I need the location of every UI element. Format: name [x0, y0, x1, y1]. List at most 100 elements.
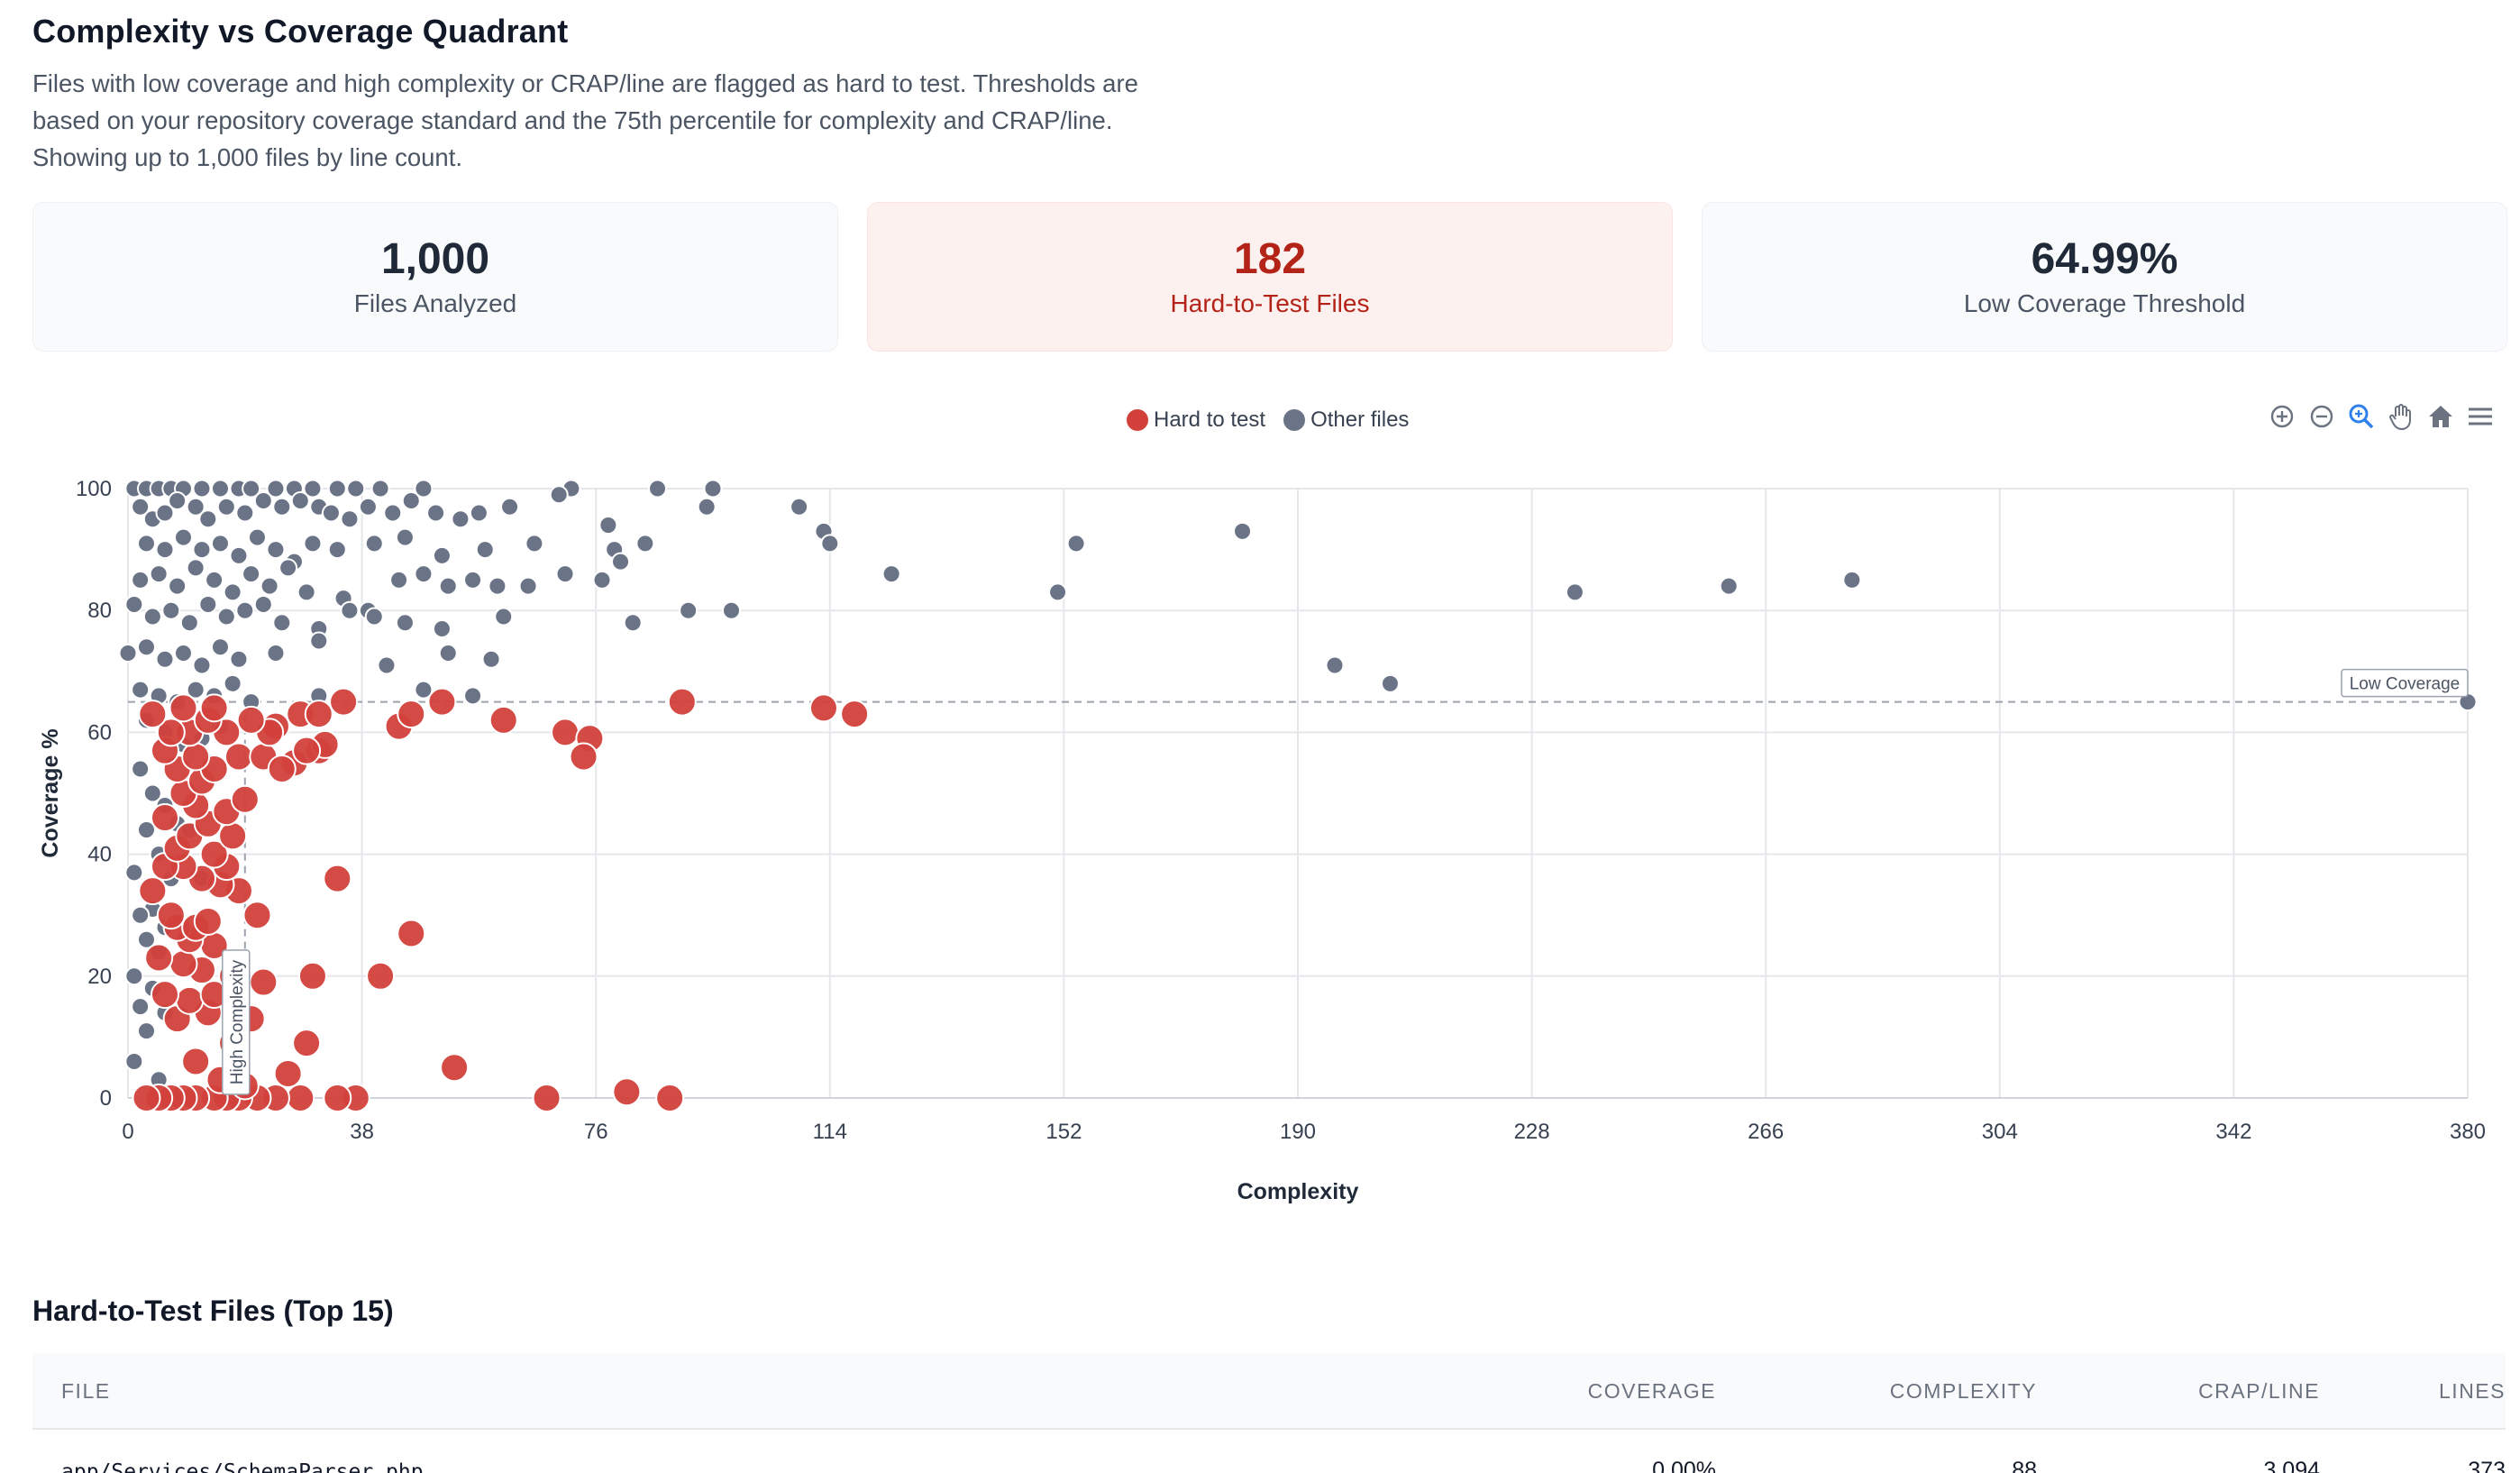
point-other-file — [438, 576, 458, 596]
point-other-file — [278, 558, 298, 578]
x-tick-label: 0 — [122, 1120, 133, 1144]
chart-annotations: Low Coverage High Complexity — [222, 668, 2469, 1095]
zoom-in-button[interactable] — [2262, 400, 2302, 433]
x-tick-label: 342 — [2215, 1120, 2251, 1144]
point-hard-to-test — [175, 985, 205, 1015]
point-other-file — [192, 655, 212, 675]
legend-item-hard[interactable]: Hard to test — [1127, 407, 1265, 433]
point-other-file — [549, 485, 569, 505]
point-other-file — [648, 479, 668, 499]
table-row[interactable]: app/Services/SchemaParser.php 0.00% 88 3… — [32, 1430, 2506, 1473]
point-other-file — [463, 570, 483, 590]
point-other-file — [340, 509, 360, 529]
point-other-file — [253, 594, 273, 614]
point-hard-to-test — [132, 1084, 161, 1112]
column-header-lines[interactable]: LINES — [2439, 1378, 2506, 1403]
point-other-file — [401, 491, 421, 511]
stat-label: Hard-to-Test Files — [1170, 289, 1370, 317]
point-other-file — [136, 637, 156, 657]
point-other-file — [389, 570, 409, 590]
zoom-selection-button[interactable] — [2342, 400, 2381, 433]
column-header-file[interactable]: FILE — [61, 1378, 111, 1403]
point-other-file — [229, 649, 249, 669]
x-tick-label: 152 — [1045, 1120, 1082, 1144]
point-other-file — [266, 479, 286, 499]
point-hard-to-test — [304, 700, 333, 729]
point-other-file — [364, 607, 384, 627]
point-other-file — [290, 491, 310, 511]
point-other-file — [161, 600, 181, 620]
column-header-complexity[interactable]: COMPLEXITY — [1889, 1378, 2037, 1403]
point-other-file — [168, 491, 187, 511]
point-other-file — [340, 600, 360, 620]
table-header: FILE COVERAGE COMPLEXITY CRAP/LINE LINES — [32, 1354, 2506, 1430]
point-other-file — [136, 534, 156, 554]
chart-toolbar — [2262, 400, 2500, 433]
point-other-file — [216, 607, 236, 627]
menu-icon — [2469, 407, 2492, 425]
point-other-file — [469, 503, 488, 523]
point-other-file — [383, 503, 403, 523]
point-other-file — [525, 534, 544, 554]
point-hard-to-test — [230, 784, 260, 814]
column-header-coverage[interactable]: COVERAGE — [1587, 1378, 1716, 1403]
point-other-file — [136, 820, 156, 840]
point-other-file — [623, 613, 643, 633]
stat-value: 1,000 — [380, 235, 490, 283]
point-hard-to-test — [427, 687, 457, 717]
point-other-file — [142, 607, 162, 627]
chart-menu-button[interactable] — [2461, 400, 2500, 433]
point-hard-to-test — [323, 1084, 352, 1112]
reset-zoom-button[interactable] — [2421, 400, 2461, 433]
point-other-file — [598, 516, 618, 535]
low-coverage-label-box — [2341, 668, 2469, 698]
cell-crap-line: 3,094 — [2263, 1458, 2320, 1473]
point-other-file — [721, 600, 741, 620]
point-hard-to-test — [292, 1029, 322, 1058]
point-other-file — [1325, 655, 1345, 675]
point-hard-to-test — [323, 864, 352, 893]
zoom-out-icon — [2310, 405, 2333, 428]
stat-label: Files Analyzed — [353, 289, 517, 317]
point-other-file — [494, 607, 514, 627]
point-hard-to-test — [249, 967, 278, 997]
point-other-file — [346, 479, 366, 499]
point-hard-to-test — [199, 693, 229, 723]
point-hard-to-test — [242, 901, 272, 930]
point-other-file — [881, 564, 901, 584]
y-tick-label: 80 — [87, 599, 112, 623]
point-other-file — [124, 863, 144, 883]
point-other-file — [247, 527, 267, 547]
legend-item-other[interactable]: Other files — [1283, 407, 1409, 433]
point-hard-to-test — [267, 754, 297, 783]
cell-lines: 373 — [2468, 1458, 2506, 1473]
scatter-chart: 0 38 76 114 152 190 228 266 304 342 380 0 20 40 60 80 10… — [38, 477, 2486, 1204]
point-hard-to-test — [297, 961, 327, 991]
point-hard-to-test — [199, 839, 229, 869]
point-other-file — [1380, 673, 1400, 693]
point-other-file — [327, 540, 347, 560]
point-other-file — [377, 655, 397, 675]
point-other-file — [210, 534, 230, 554]
point-other-file — [173, 527, 193, 547]
point-other-file — [432, 618, 452, 638]
stat-value: 64.99% — [2031, 235, 2178, 283]
point-hard-to-test — [612, 1077, 642, 1107]
stat-value: 182 — [1233, 235, 1307, 283]
point-hard-to-test — [551, 718, 580, 747]
point-hard-to-test — [138, 700, 168, 729]
point-other-file — [124, 594, 144, 614]
point-other-file — [1048, 582, 1068, 602]
point-other-file — [131, 905, 151, 925]
point-other-file — [1565, 582, 1584, 602]
point-other-file — [790, 497, 809, 517]
point-other-file — [488, 576, 507, 596]
zoom-out-button[interactable] — [2302, 400, 2342, 433]
chart-axes: 0 38 76 114 152 190 228 266 304 342 380 0 20 40 60 80 10… — [38, 477, 2486, 1204]
point-hard-to-test — [366, 961, 396, 991]
point-hard-to-test — [292, 736, 322, 765]
column-header-crap-line[interactable]: CRAP/LINE — [2198, 1378, 2320, 1403]
point-other-file — [1066, 534, 1086, 554]
point-hard-to-test — [655, 1084, 685, 1112]
pan-button[interactable] — [2381, 400, 2421, 433]
